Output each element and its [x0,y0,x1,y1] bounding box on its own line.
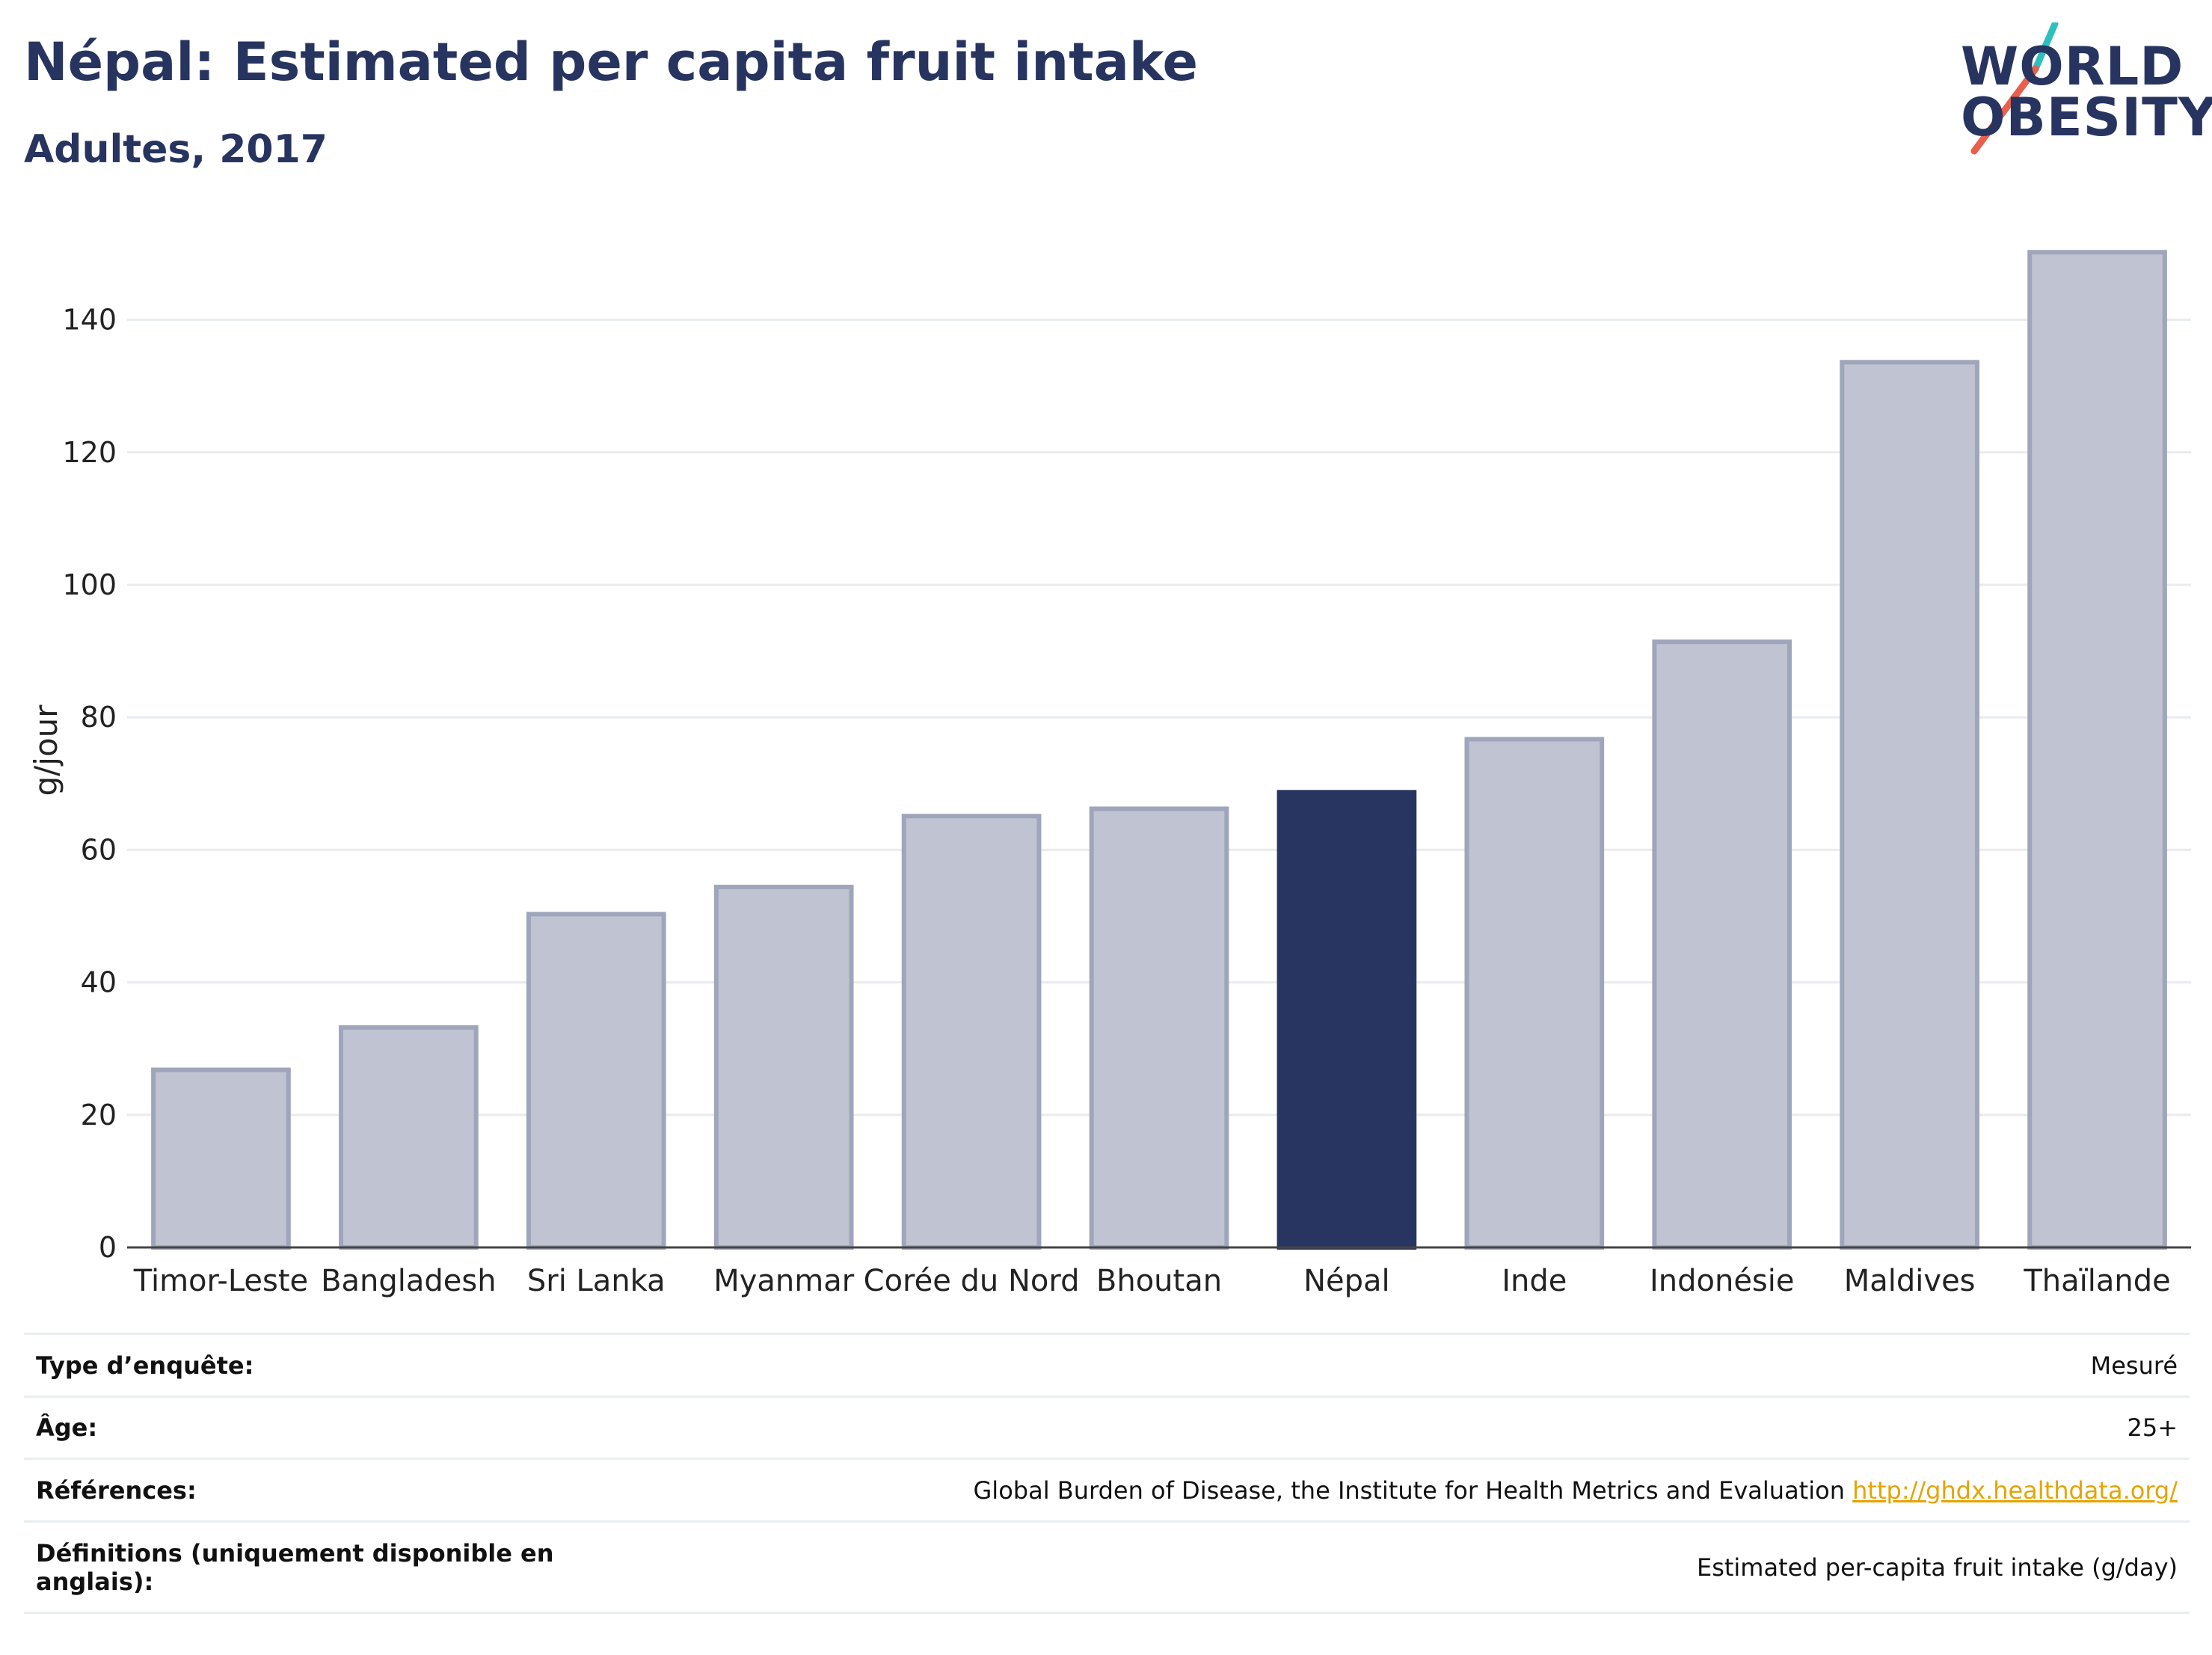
x-tick-label: Myanmar [713,1264,855,1298]
x-tick-label: Népal [1303,1264,1390,1298]
bar [1652,639,1792,1250]
x-tick-label: Thaïlande [2023,1264,2170,1298]
logo-slash-teal [2032,22,2059,73]
y-tick-label: 40 [81,966,117,999]
bar [526,912,666,1250]
info-value: 25+ [571,1395,2190,1459]
bar [151,1067,291,1250]
logo-line-2: OBESITY [1961,87,2212,148]
y-tick-label: 100 [62,568,117,601]
info-value: Mesuré [571,1333,2190,1397]
bar [901,814,1042,1250]
logo-slash-coral [1970,65,2039,155]
logo-slash-icon [1970,22,2059,155]
chart-title: Népal: Estimated per capita fruit intake [24,31,1198,93]
y-tick-label: 80 [81,701,117,734]
y-tick-label: 60 [81,833,117,866]
x-tick-label: Maldives [1844,1264,1976,1298]
world-obesity-logo: WORLD OBESITY [1952,22,2212,157]
reference-text: Global Burden of Disease, the Institute … [973,1476,1845,1505]
info-label: Âge: [24,1395,571,1459]
bar [1840,360,1979,1250]
info-row-references: Références: Global Burden of Disease, th… [24,1458,2190,1522]
info-row-age: Âge: 25+ [24,1395,2190,1459]
info-value: Estimated per-capita fruit intake (g/day… [571,1520,2190,1614]
y-tick-label: 20 [81,1099,117,1132]
reference-link[interactable]: http://ghdx.healthdata.org/ [1852,1476,2178,1505]
bar [713,885,854,1250]
bar [339,1025,479,1250]
bar [1276,790,1417,1250]
bar [2027,250,2167,1250]
y-tick-label: 120 [62,436,117,469]
x-tick-label: Corée du Nord [864,1264,1080,1298]
x-tick-label: Sri Lanka [527,1264,666,1298]
bars [151,250,2167,1250]
info-table: Type d’enquête: Mesuré Âge: 25+ Référenc… [24,1333,2190,1614]
y-axis-label: g/jour [28,704,64,796]
info-label: Références: [24,1458,571,1522]
info-value: Global Burden of Disease, the Institute … [571,1458,2190,1522]
bar-chart: 0 20 40 60 80 100 120 140 Timor-Leste Bangladesh S… [28,250,2191,1298]
bar [1089,806,1229,1250]
chart-subtitle: Adultes, 2017 [24,127,328,172]
info-row-survey-type: Type d’enquête: Mesuré [24,1333,2190,1397]
info-label: Type d’enquête: [24,1333,571,1397]
y-tick-label: 140 [62,304,117,337]
bar [1464,737,1605,1250]
x-tick-label: Inde [1502,1264,1567,1298]
x-tick-label: Bhoutan [1096,1264,1222,1298]
y-tick-label: 0 [99,1231,117,1264]
logo-line-1: WORLD [1961,36,2184,97]
info-label: Définitions (uniquement disponible en an… [24,1520,571,1614]
x-tick-label: Bangladesh [321,1264,497,1298]
axes: 0 20 40 60 80 100 120 140 Timor-Leste Bangladesh S… [62,304,2191,1298]
x-tick-label: Timor-Leste [133,1264,308,1298]
info-row-definitions: Définitions (uniquement disponible en an… [24,1520,2190,1614]
x-tick-label: Indonésie [1650,1264,1795,1298]
